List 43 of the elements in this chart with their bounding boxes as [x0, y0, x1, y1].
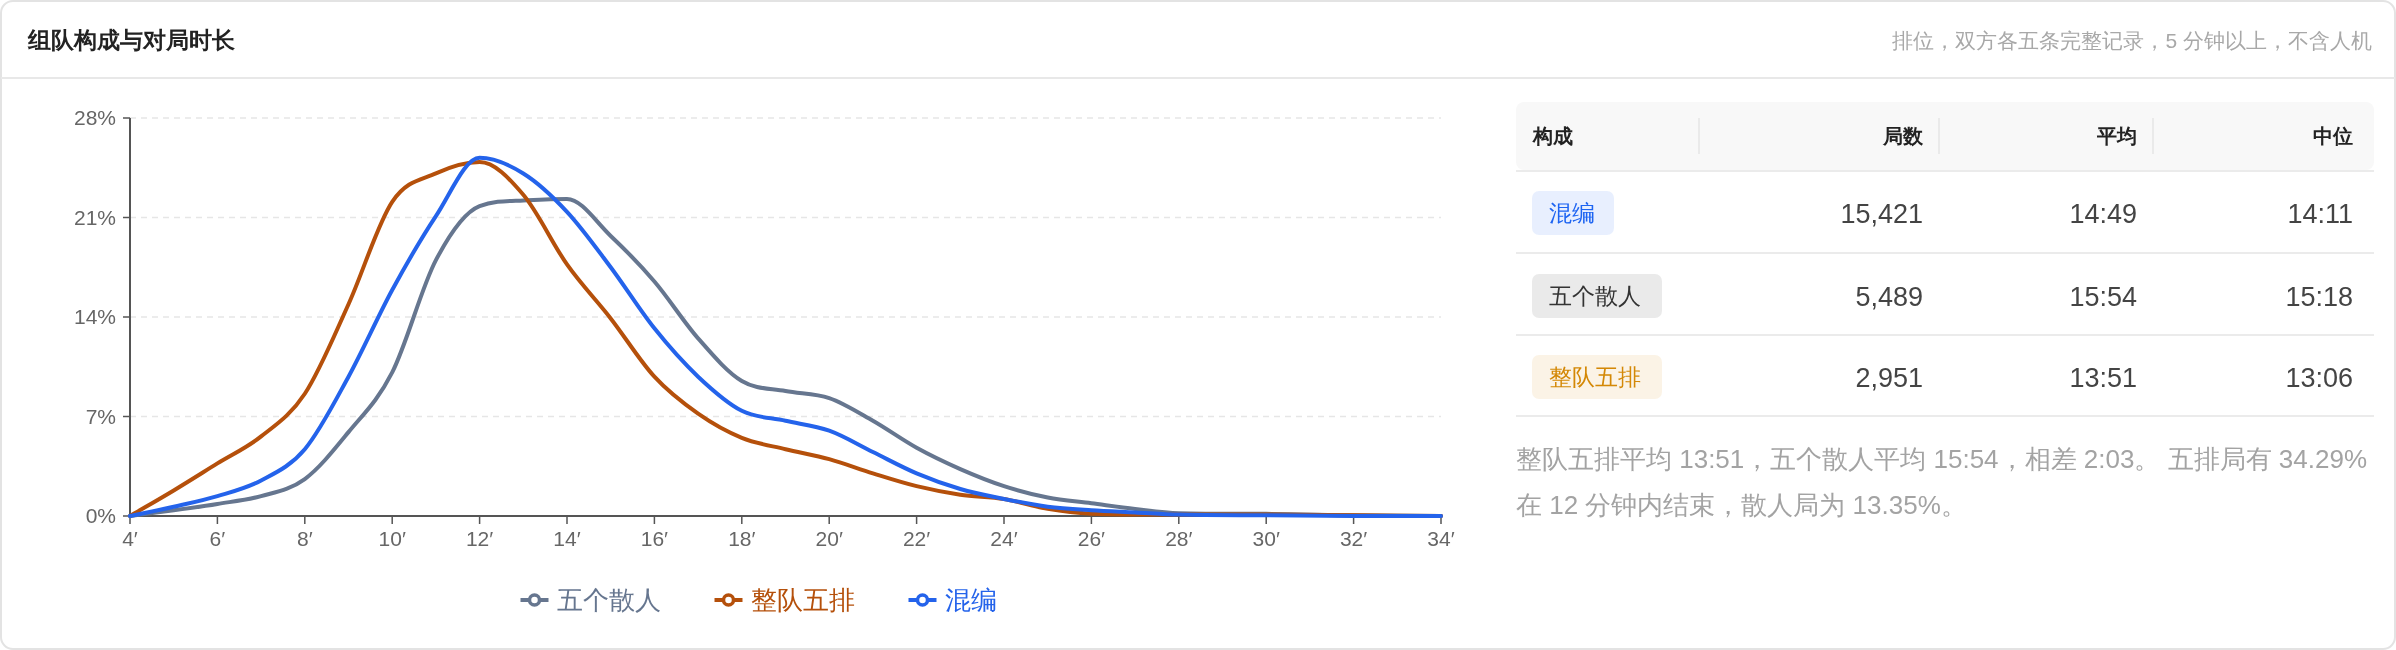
- text: 排位，双方各五条完整记录，5 分钟以上，不含人机: [1892, 29, 2372, 52]
- x-tick-label: 12′: [465, 527, 494, 550]
- text: 13:51: [2069, 363, 2137, 393]
- x-tick-label: 10′: [378, 527, 406, 550]
- x-tick-label: 14′: [553, 527, 581, 550]
- x-tick-label: 20′: [815, 527, 843, 550]
- category-label: 五个散人: [1549, 283, 1641, 309]
- text: 整队五排平均 13:51，五个散人平均 15:54，相差 2:03。 五排局有 34.29% 在 12 分钟内结束，散人局为 13.35%。: [1516, 443, 2369, 522]
- y-tick-label: 28%: [73, 106, 116, 129]
- y-tick-label: 7%: [85, 404, 116, 428]
- category-label: 整队五排: [1549, 364, 1641, 390]
- text: 13:06: [2285, 363, 2353, 393]
- legend-label: 五个散人: [556, 585, 661, 615]
- category-label: 局数: [1883, 125, 1923, 147]
- x-tick-label: 22′: [902, 527, 931, 550]
- y-tick-label: 14%: [73, 305, 116, 328]
- y-tick-label: 0%: [85, 504, 116, 527]
- x-tick-label: 16′: [640, 527, 669, 550]
- text: 5,489: [1855, 282, 1923, 312]
- text: 构成: [1532, 125, 1573, 147]
- x-tick-label: 8′: [296, 527, 313, 550]
- x-tick-label: 26′: [1077, 527, 1106, 550]
- text: 15:18: [2285, 282, 2353, 312]
- legend-label: 整队五排: [750, 585, 855, 615]
- text: 15,421: [1840, 199, 1923, 229]
- y-tick-label: 21%: [73, 205, 116, 229]
- category-label: 混编: [1549, 200, 1595, 226]
- x-tick-label: 4′: [122, 527, 138, 550]
- x-tick-label: 6′: [209, 527, 226, 550]
- category-label: 平均: [2097, 125, 2137, 147]
- x-tick-label: 18′: [728, 527, 756, 550]
- x-tick-label: 24′: [990, 527, 1018, 550]
- text: 14:11: [2287, 199, 2353, 229]
- text: 14:49: [2069, 199, 2137, 229]
- text: 2,951: [1855, 363, 1923, 393]
- x-tick-label: 32′: [1339, 527, 1368, 550]
- text: 15:54: [2069, 282, 2137, 312]
- x-tick-label: 28′: [1165, 527, 1193, 550]
- x-tick-label: 30′: [1252, 527, 1280, 550]
- legend-label: 混编: [944, 585, 997, 615]
- x-tick-label: 34′: [1427, 527, 1455, 550]
- chart-title: 组队构成与对局时长: [27, 27, 235, 53]
- category-label: 中位: [2313, 125, 2353, 147]
